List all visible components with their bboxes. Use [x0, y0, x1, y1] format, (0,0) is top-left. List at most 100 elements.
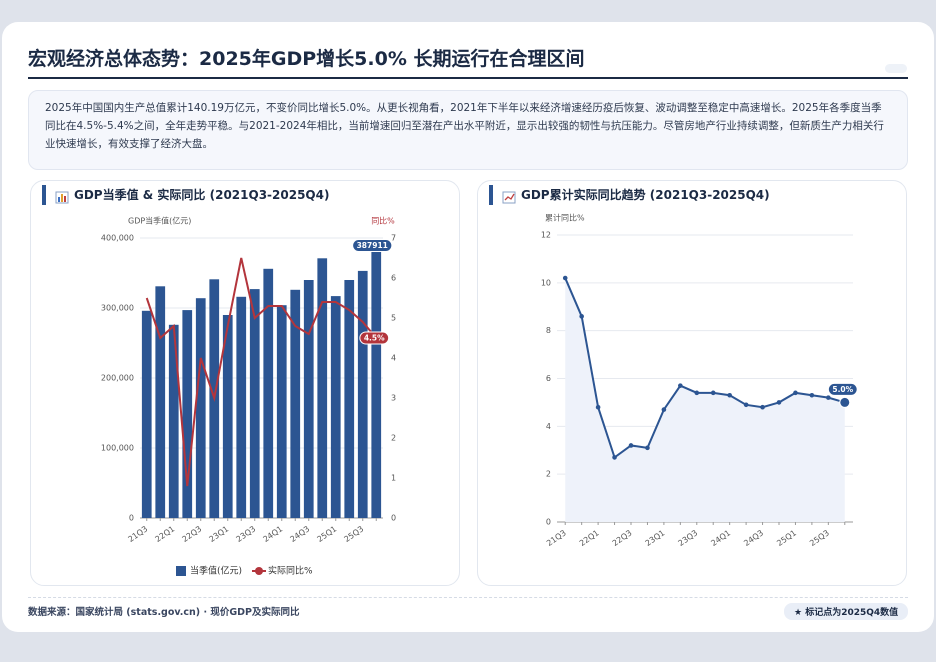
- y2-tick-label: 4: [391, 354, 396, 363]
- point: [562, 275, 568, 281]
- y-tick-label: 4: [546, 422, 551, 431]
- point: [710, 390, 716, 396]
- x-tick-label: 24Q3: [288, 524, 311, 544]
- x-tick-label: 22Q3: [611, 528, 634, 548]
- bar: [357, 270, 368, 518]
- divider: [28, 597, 908, 598]
- marker: [839, 396, 851, 408]
- x-tick-label: 25Q1: [315, 524, 338, 544]
- y2-axis-label: 同比%: [371, 216, 395, 226]
- y-tick-label: 0: [546, 518, 551, 527]
- y-tick-label: 10: [541, 278, 551, 287]
- line-icon: [502, 191, 516, 204]
- line: [145, 257, 378, 487]
- bar: [249, 289, 260, 518]
- x-tick-label: 23Q3: [234, 524, 257, 544]
- y2-tick-label: 3: [391, 394, 396, 403]
- point: [645, 445, 650, 451]
- bar-value-label: 387911: [357, 241, 388, 250]
- point: [661, 407, 667, 412]
- data-source: 数据来源：国家统计局 (stats.gov.cn) · 现价GDP及实际同比: [28, 607, 300, 618]
- toggle[interactable]: [885, 64, 907, 73]
- bar: [317, 258, 328, 518]
- point: [678, 383, 683, 388]
- x-tick-label: 22Q1: [153, 524, 176, 544]
- panel-title: GDP累计实际同比趋势 (2021Q3-2025Q4): [489, 185, 770, 205]
- legend-label: 实际同比%: [268, 565, 313, 577]
- line: [564, 277, 846, 460]
- y-tick-label: 6: [546, 374, 551, 383]
- bar: [195, 298, 206, 518]
- point: [793, 390, 798, 396]
- bar: [182, 310, 193, 518]
- bar-icon: [55, 191, 69, 204]
- note-badge: ★ 标记点为2025Q4数值: [784, 603, 909, 620]
- point: [612, 455, 617, 460]
- bar: [168, 324, 179, 518]
- point: [727, 392, 732, 398]
- bar: [222, 315, 233, 518]
- legend-dot: [255, 567, 263, 575]
- page-title: 宏观经济总体态势：2025年GDP增长5.0% 长期运行在合理区间: [28, 48, 585, 70]
- bar: [303, 280, 314, 518]
- point: [826, 395, 831, 400]
- x-tick-label: 23Q1: [207, 524, 230, 544]
- x-tick-label: 24Q1: [261, 524, 284, 544]
- point: [595, 404, 601, 410]
- legend-swatch: [176, 566, 186, 576]
- value-label-bg: [359, 331, 390, 345]
- bar: [155, 286, 166, 518]
- bar: [330, 296, 341, 518]
- value-label: 5.0%: [832, 385, 853, 394]
- y2-tick-label: 0: [391, 514, 396, 523]
- y2-tick-label: 1: [391, 474, 396, 483]
- x-tick-label: 21Q3: [545, 528, 568, 548]
- panel-title: GDP当季值 & 实际同比 (2021Q3-2025Q4): [42, 185, 329, 205]
- y-tick-label: 12: [541, 231, 551, 240]
- bar: [263, 268, 274, 518]
- x-tick-label: 25Q3: [342, 524, 365, 544]
- y-tick-label: 300,000: [101, 304, 134, 313]
- value-label-bg: [827, 382, 858, 396]
- summary: 2025年中国国内生产总值累计140.19万亿元，不变价同比增长5.0%。从更长…: [28, 90, 908, 170]
- y-tick-label: 100,000: [101, 444, 134, 453]
- y2-tick-label: 5: [391, 314, 396, 323]
- x-tick-label: 22Q3: [180, 524, 203, 544]
- value-label: 4.5%: [364, 334, 385, 343]
- point: [760, 404, 765, 410]
- area: [565, 278, 845, 522]
- y2-tick-label: 6: [391, 274, 396, 283]
- y-tick-label: 400,000: [101, 234, 134, 243]
- point: [743, 402, 749, 408]
- y2-tick-label: 2: [391, 434, 396, 443]
- x-tick-label: 24Q1: [709, 528, 732, 548]
- point: [694, 390, 700, 396]
- x-tick-label: 23Q3: [677, 528, 700, 548]
- title-rule: [28, 77, 908, 79]
- bar: [344, 280, 355, 518]
- y-tick-label: 200,000: [101, 374, 134, 383]
- bar: [371, 246, 382, 519]
- point: [809, 392, 815, 398]
- x-tick-label: 24Q3: [742, 528, 765, 548]
- y-tick-label: 2: [546, 470, 551, 479]
- legend-label: 当季值(亿元): [190, 565, 242, 577]
- bar: [141, 310, 152, 518]
- point: [579, 314, 584, 319]
- y-axis-label: 累计同比%: [545, 213, 585, 223]
- bar-value-label-bg: [352, 238, 393, 252]
- x-tick-label: 21Q3: [126, 524, 149, 544]
- x-tick-label: 23Q1: [644, 528, 667, 548]
- x-tick-label: 22Q1: [578, 528, 601, 548]
- bar: [236, 296, 247, 518]
- point: [776, 400, 782, 405]
- y-axis-label: GDP当季值(亿元): [128, 216, 191, 226]
- y-tick-label: 8: [546, 326, 551, 335]
- bar: [276, 305, 287, 518]
- x-tick-label: 25Q3: [808, 528, 831, 548]
- x-tick-label: 25Q1: [775, 528, 798, 548]
- point: [628, 443, 634, 448]
- y2-tick-label: 7: [391, 234, 396, 243]
